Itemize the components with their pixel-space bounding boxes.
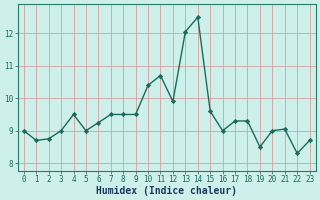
X-axis label: Humidex (Indice chaleur): Humidex (Indice chaleur) [96,186,237,196]
